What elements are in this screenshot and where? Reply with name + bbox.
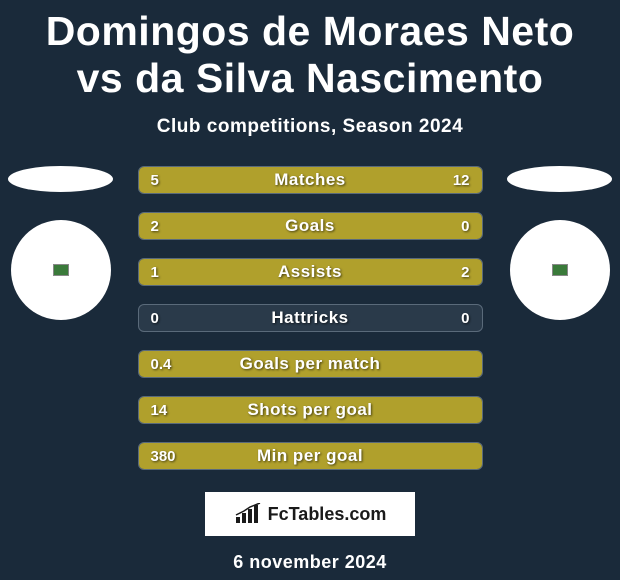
stat-label: Assists (139, 259, 482, 285)
stat-bar: 380Min per goal (138, 442, 483, 470)
attribution-text: FcTables.com (268, 504, 387, 525)
chart-up-icon (234, 503, 262, 525)
player-right-name-plate (507, 166, 612, 192)
stat-bar: 00Hattricks (138, 304, 483, 332)
stat-label: Matches (139, 167, 482, 193)
stat-label: Shots per goal (139, 397, 482, 423)
stat-bar: 12Assists (138, 258, 483, 286)
flag-icon (552, 264, 568, 276)
stat-label: Goals (139, 213, 482, 239)
player-left-name-plate (8, 166, 113, 192)
footer-date: 6 november 2024 (0, 552, 620, 573)
stat-bar: 512Matches (138, 166, 483, 194)
stat-bar: 14Shots per goal (138, 396, 483, 424)
comparison-panel: 512Matches 20Goals 12Assists 00Hattricks 0.4… (0, 166, 620, 470)
stat-bar: 0.4Goals per match (138, 350, 483, 378)
attribution-badge: FcTables.com (205, 492, 415, 536)
stat-bars: 512Matches 20Goals 12Assists 00Hattricks 0.4… (138, 166, 483, 470)
page-subtitle: Club competitions, Season 2024 (0, 116, 620, 138)
player-right-slot (507, 166, 612, 320)
stat-label: Goals per match (139, 351, 482, 377)
stat-label: Min per goal (139, 443, 482, 469)
stat-label: Hattricks (139, 305, 482, 331)
player-left-slot (8, 166, 113, 320)
player-right-avatar (510, 220, 610, 320)
stat-bar: 20Goals (138, 212, 483, 240)
flag-icon (53, 264, 69, 276)
player-left-avatar (11, 220, 111, 320)
page-title: Domingos de Moraes Neto vs da Silva Nasc… (0, 0, 620, 102)
